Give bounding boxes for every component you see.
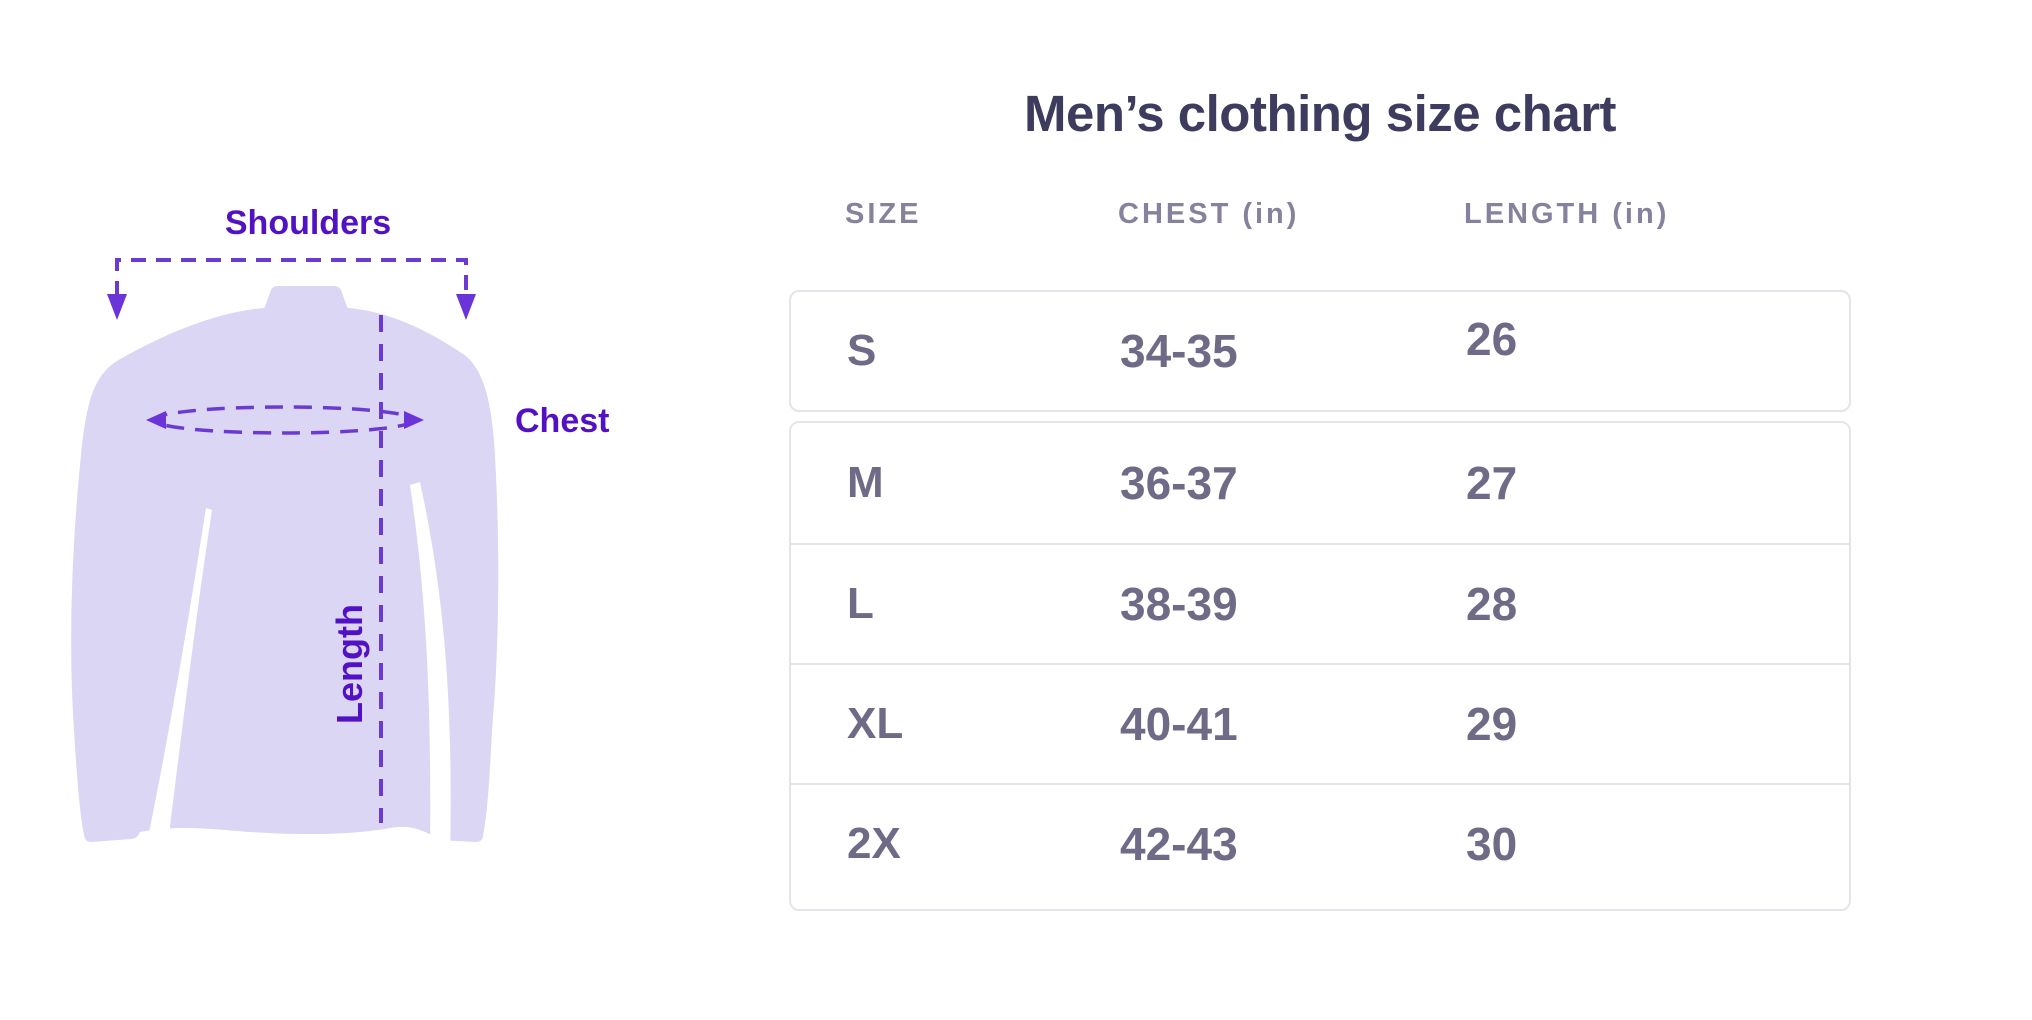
length-cell: 29 <box>1466 698 1518 750</box>
chest-label: Chest <box>515 402 610 440</box>
chest-cell: 42-43 <box>1120 818 1238 870</box>
sleeve-gap-right <box>410 482 451 858</box>
table-header-row: SIZE CHEST (in) LENGTH (in) <box>789 198 1851 238</box>
size-cell: 2X <box>847 819 901 868</box>
column-header-size: SIZE <box>845 198 922 230</box>
shoulders-measure-line <box>115 258 468 296</box>
table-row: M 36-37 27 <box>791 423 1849 543</box>
size-cell: L <box>847 579 874 628</box>
size-cell: XL <box>847 699 904 748</box>
shoulders-arrow-right <box>456 294 476 320</box>
table-row: L 38-39 28 <box>791 543 1849 663</box>
chest-cell: 34-35 <box>1120 325 1238 377</box>
size-cell: M <box>847 458 884 507</box>
table-box-rest: M 36-37 27 L 38-39 28 XL 40-41 29 2X 42-… <box>789 421 1851 911</box>
length-cell: 28 <box>1466 578 1518 630</box>
shoulders-arrow-left <box>107 294 127 320</box>
length-cell: 26 <box>1466 313 1518 365</box>
table-row: S 34-35 26 <box>791 292 1849 410</box>
length-cell: 30 <box>1466 818 1518 870</box>
shoulders-label: Shoulders <box>224 204 392 242</box>
size-cell: S <box>847 326 877 375</box>
chest-cell: 40-41 <box>1120 698 1238 750</box>
table-row: XL 40-41 29 <box>791 663 1849 783</box>
column-header-length: LENGTH (in) <box>1464 198 1670 230</box>
chest-arrow-right <box>404 411 424 429</box>
shirt-measurement-diagram: Shoulders Chest Length <box>60 190 660 880</box>
chest-arrow-left <box>146 411 166 429</box>
table-box-first: S 34-35 26 <box>789 290 1851 412</box>
column-header-chest: CHEST (in) <box>1118 198 1300 230</box>
chest-cell: 38-39 <box>1120 578 1238 630</box>
sleeve-gap-left <box>144 508 212 858</box>
shirt-illustration <box>71 258 499 858</box>
table-row: 2X 42-43 30 <box>791 783 1849 903</box>
shirt-collar <box>263 286 349 312</box>
length-cell: 27 <box>1466 457 1518 509</box>
length-label: Length <box>329 604 370 724</box>
chest-cell: 36-37 <box>1120 457 1238 509</box>
page-title: Men’s clothing size chart <box>1023 85 1617 142</box>
